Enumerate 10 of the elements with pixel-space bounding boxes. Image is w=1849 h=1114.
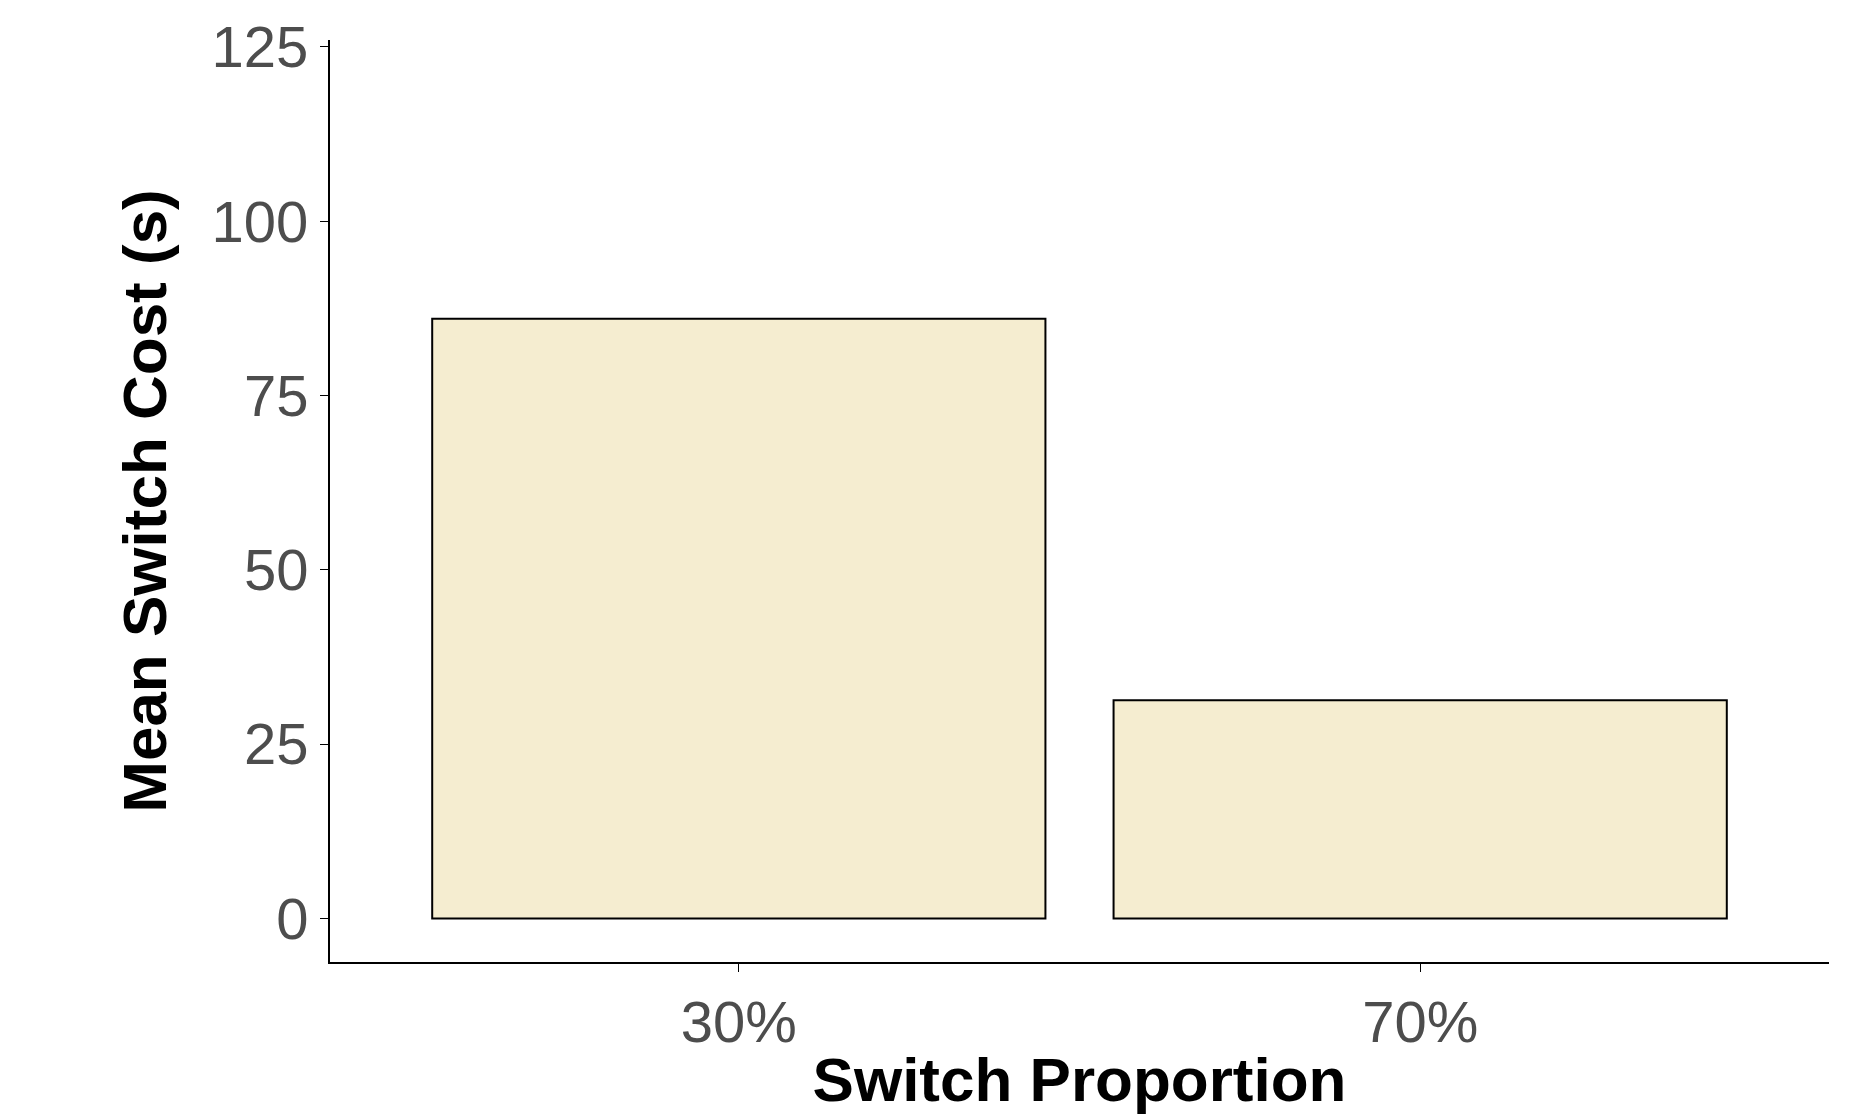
y-tick-label: 25: [243, 711, 309, 777]
y-tick-label: 100: [211, 188, 309, 254]
y-tick-label: 75: [243, 362, 309, 428]
y-tick-label: 125: [211, 14, 309, 80]
y-tick-label: 0: [276, 885, 309, 951]
y-axis-title: Mean Switch Cost (s): [109, 189, 179, 813]
x-axis-title: Switch Proportion: [812, 1045, 1347, 1114]
x-tick-label: 30%: [680, 988, 797, 1054]
x-tick-label: 70%: [1362, 988, 1479, 1054]
y-tick-label: 50: [243, 537, 309, 603]
